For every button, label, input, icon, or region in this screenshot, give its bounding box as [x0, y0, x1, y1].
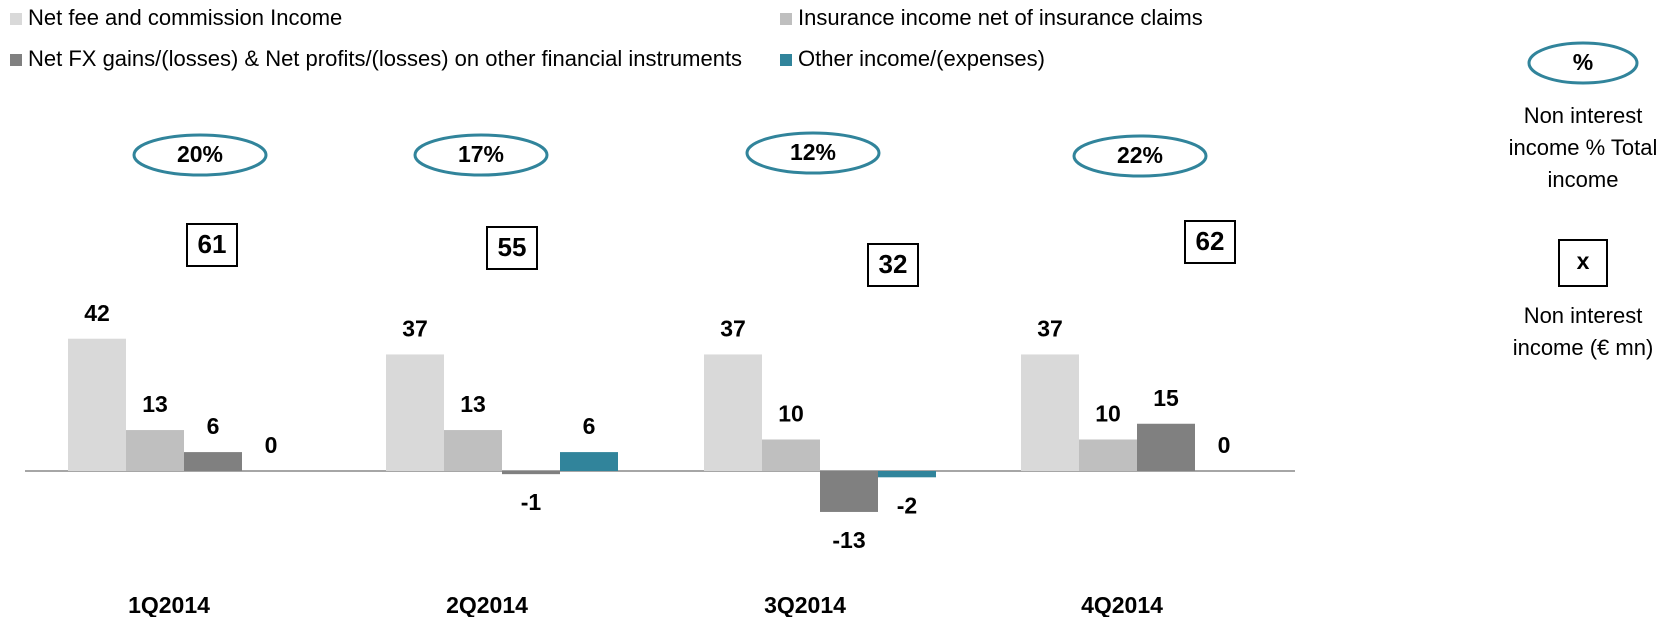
x-tick-label: 4Q2014: [1081, 592, 1163, 617]
bar: [386, 354, 444, 471]
percent-ellipse: [1072, 134, 1208, 178]
value-label: 0: [265, 432, 278, 458]
value-label: 15: [1153, 385, 1179, 411]
value-label: 37: [720, 316, 746, 342]
value-label: 42: [84, 300, 110, 326]
legend-swatch: [10, 13, 22, 25]
percent-label: 22%: [1117, 142, 1163, 168]
bar: [820, 471, 878, 512]
bar: [184, 452, 242, 471]
total-label: 32: [879, 249, 908, 279]
key-text: Non interest: [1524, 303, 1643, 328]
legend-label: Other income/(expenses): [798, 46, 1045, 71]
bar: [1021, 354, 1079, 471]
bar: [68, 338, 126, 471]
x-tick-label: 2Q2014: [446, 592, 528, 617]
value-label: -13: [832, 527, 865, 553]
legend-label: Net fee and commission Income: [28, 5, 342, 30]
percent-ellipse: [132, 133, 268, 177]
x-tick-label: 3Q2014: [764, 592, 846, 617]
value-label: 0: [1218, 432, 1231, 458]
total-box: [1184, 220, 1236, 264]
bar: [126, 430, 184, 471]
key-box: [1558, 239, 1608, 287]
bar: [444, 430, 502, 471]
legend-swatch: [10, 54, 22, 66]
bar: [502, 471, 560, 475]
key-symbol: x: [1577, 248, 1590, 274]
bar: [704, 354, 762, 471]
percent-label: 20%: [177, 141, 223, 167]
value-label: -2: [897, 492, 917, 518]
value-label: 37: [1037, 316, 1063, 342]
bar: [1079, 439, 1137, 471]
bar: [1137, 423, 1195, 471]
legend-swatch: [780, 13, 792, 25]
value-label: 13: [460, 391, 486, 417]
value-label: 10: [778, 401, 804, 427]
legend-swatch: [780, 54, 792, 66]
value-label: 37: [402, 316, 428, 342]
bar: [560, 452, 618, 471]
total-label: 61: [198, 229, 227, 259]
key-text: income (€ mn): [1513, 335, 1654, 360]
percent-label: 17%: [458, 141, 504, 167]
percent-label: 12%: [790, 139, 836, 165]
x-tick-label: 1Q2014: [128, 592, 210, 617]
value-label: 6: [207, 413, 220, 439]
percent-ellipse: [413, 133, 549, 177]
total-label: 55: [498, 232, 527, 262]
value-label: 13: [142, 391, 168, 417]
key-symbol: %: [1573, 49, 1593, 75]
value-label: 6: [583, 413, 596, 439]
key-text: income: [1548, 167, 1619, 192]
legend-label: Insurance income net of insurance claims: [798, 5, 1203, 30]
key-ellipse: [1527, 41, 1639, 85]
bar: [762, 439, 820, 471]
key-text: income % Total: [1509, 135, 1658, 160]
total-label: 62: [1196, 226, 1225, 256]
legend-label: Net FX gains/(losses) & Net profits/(los…: [28, 46, 742, 71]
total-box: [867, 243, 919, 287]
key-text: Non interest: [1524, 103, 1643, 128]
total-box: [486, 226, 538, 270]
total-box: [186, 223, 238, 267]
value-label: -1: [521, 489, 542, 515]
bar: [878, 471, 936, 478]
percent-ellipse: [745, 131, 881, 175]
value-label: 10: [1095, 401, 1121, 427]
